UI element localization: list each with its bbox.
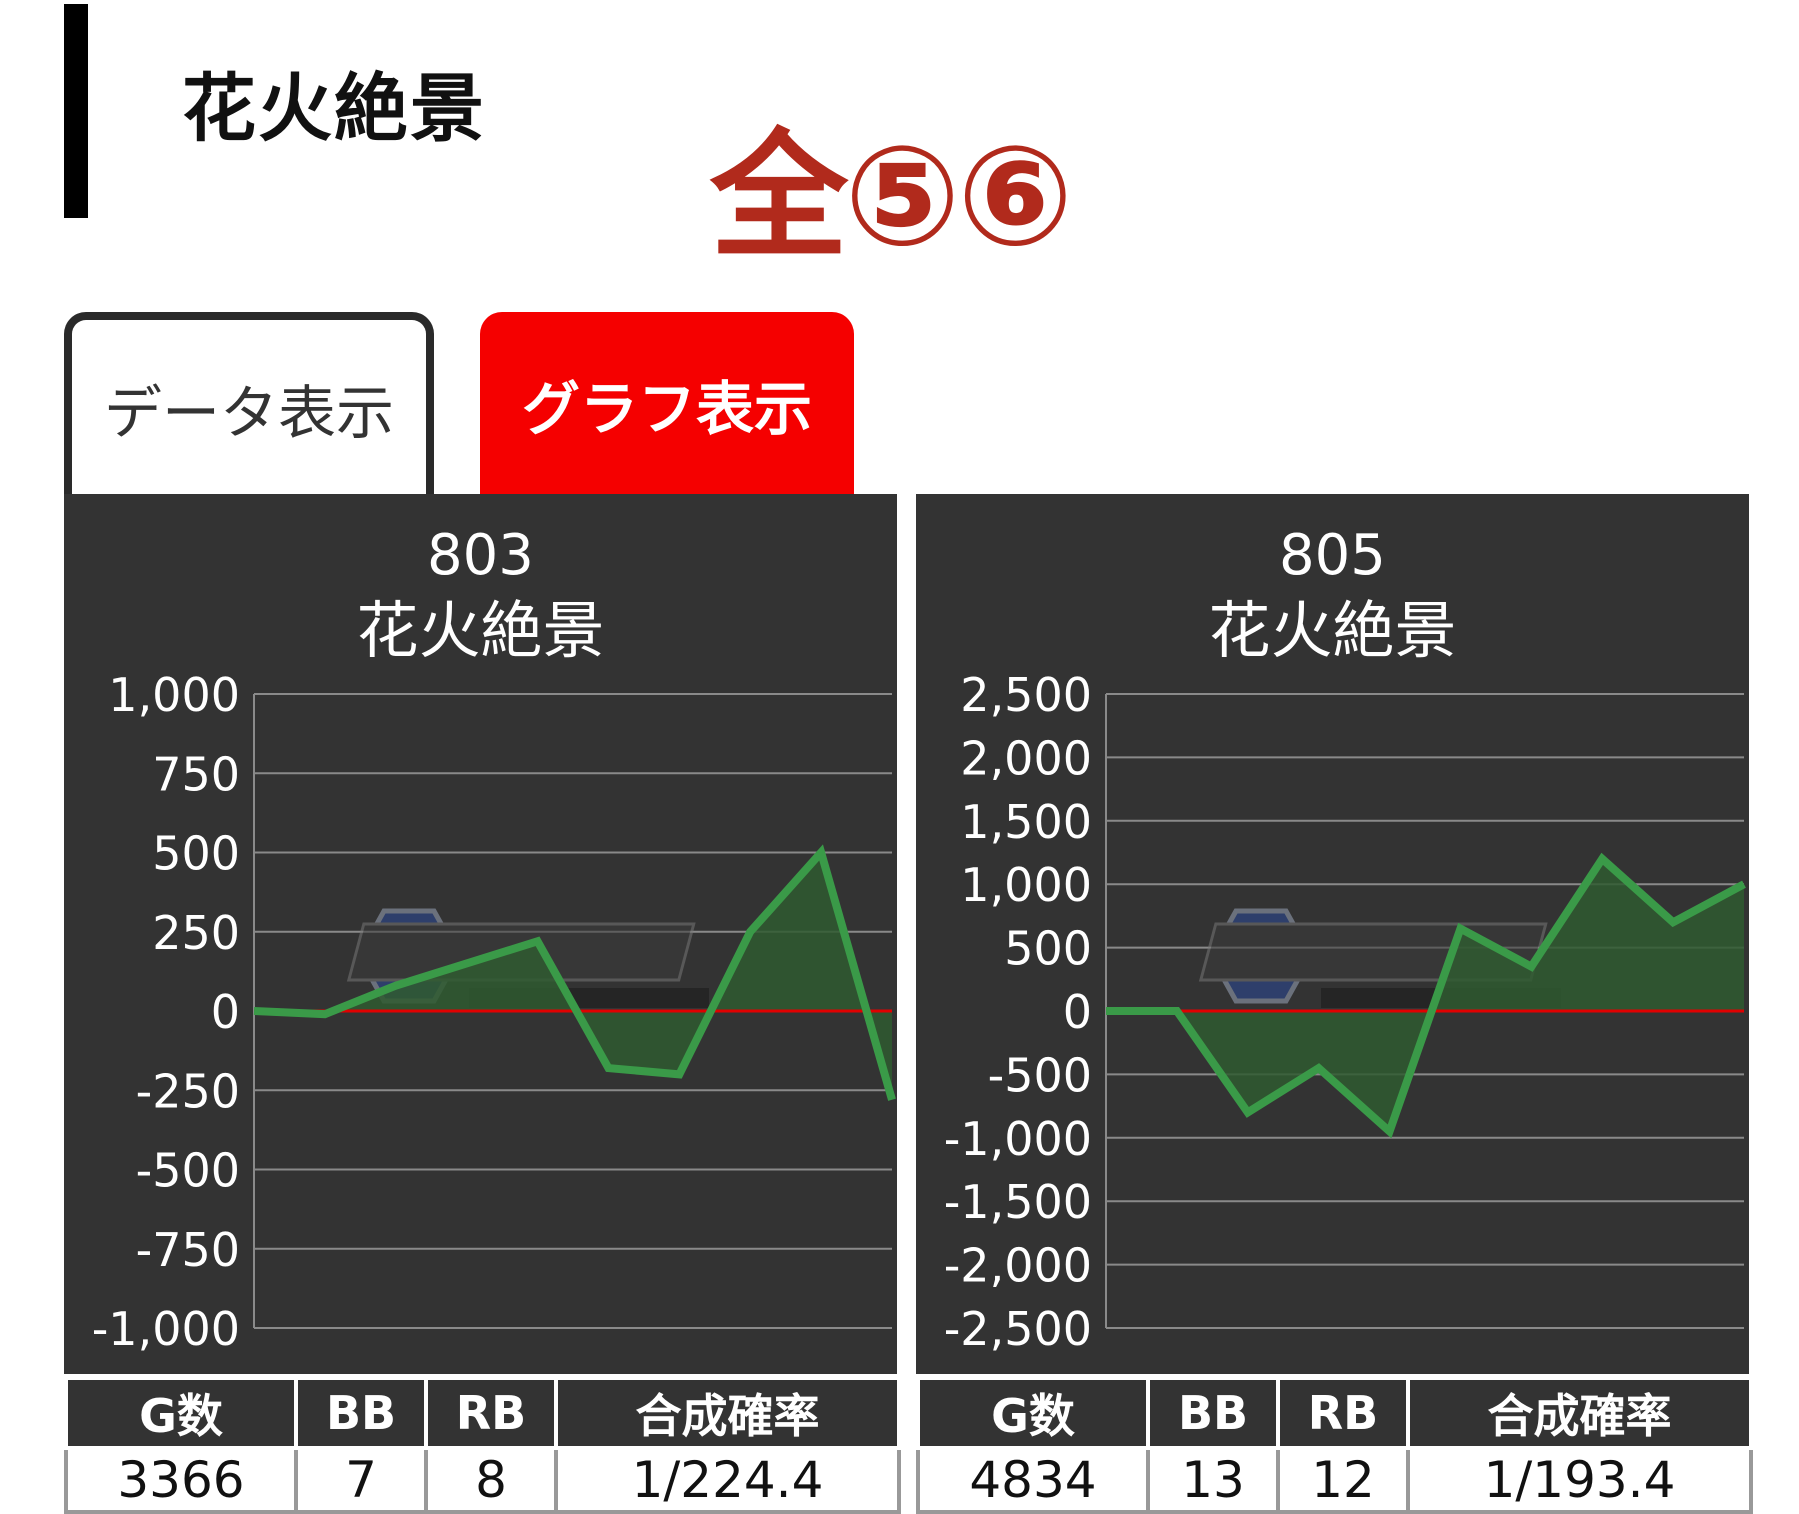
header-bb: BB [1148,1378,1278,1448]
stats-header-row: G数 BB RB 合成確率 [66,1378,899,1448]
y-tick-label: -500 [136,1144,240,1198]
header-rb: RB [1278,1378,1408,1448]
y-tick-label: -500 [988,1048,1092,1102]
stats-table-805: G数 BB RB 合成確率 4834 13 12 1/193.4 [916,1376,1753,1514]
value-rb: 8 [426,1448,556,1512]
stats-value-row: 4834 13 12 1/193.4 [918,1448,1751,1512]
tab-graph[interactable]: グラフ表示 [480,312,854,496]
setting-label: 全⑤⑥ [710,128,1070,266]
y-tick-label: 500 [152,827,240,881]
tab-data[interactable]: データ表示 [64,312,434,496]
stats-value-row: 3366 7 8 1/224.4 [66,1448,899,1512]
value-rb: 12 [1278,1448,1408,1512]
y-tick-label: -2,000 [944,1239,1092,1293]
y-tick-label: 2,500 [960,668,1092,722]
y-tick-label: 250 [152,906,240,960]
panel-machine-name: 花火絶景 [64,600,897,662]
title-accent-bar [64,4,88,218]
value-games: 3366 [66,1448,296,1512]
header-games: G数 [66,1378,296,1448]
panel-name: 805 [916,528,1749,584]
y-tick-label: 0 [211,985,240,1039]
y-tick-label: 500 [1004,922,1092,976]
y-tick-label: 750 [152,747,240,801]
y-tick-label: 1,500 [960,795,1092,849]
tab-data-label: データ表示 [104,366,394,450]
stats-table-803: G数 BB RB 合成確率 3366 7 8 1/224.4 [64,1376,901,1514]
header-rate: 合成確率 [556,1378,899,1448]
panel-name: 803 [64,528,897,584]
y-tick-label: -250 [136,1064,240,1118]
y-tick-label: 2,000 [960,731,1092,785]
header-bb: BB [296,1378,426,1448]
page-title: 花火絶景 [182,72,486,146]
y-tick-label: -1,000 [92,1302,240,1356]
value-rate: 1/193.4 [1408,1448,1751,1512]
y-tick-label: 1,000 [108,668,240,722]
tab-graph-label: グラフ表示 [522,362,812,446]
y-tick-label: 1,000 [960,858,1092,912]
panel-machine-name: 花火絶景 [916,600,1749,662]
header-rate: 合成確率 [1408,1378,1751,1448]
y-tick-label: -1,500 [944,1175,1092,1229]
stats-header-row: G数 BB RB 合成確率 [918,1378,1751,1448]
header-games: G数 [918,1378,1148,1448]
value-games: 4834 [918,1448,1148,1512]
header-rb: RB [426,1378,556,1448]
y-tick-label: -1,000 [944,1112,1092,1166]
value-bb: 7 [296,1448,426,1512]
y-tick-label: -750 [136,1223,240,1277]
value-rate: 1/224.4 [556,1448,899,1512]
value-bb: 13 [1148,1448,1278,1512]
y-tick-label: 0 [1063,985,1092,1039]
y-tick-label: -2,500 [944,1302,1092,1356]
